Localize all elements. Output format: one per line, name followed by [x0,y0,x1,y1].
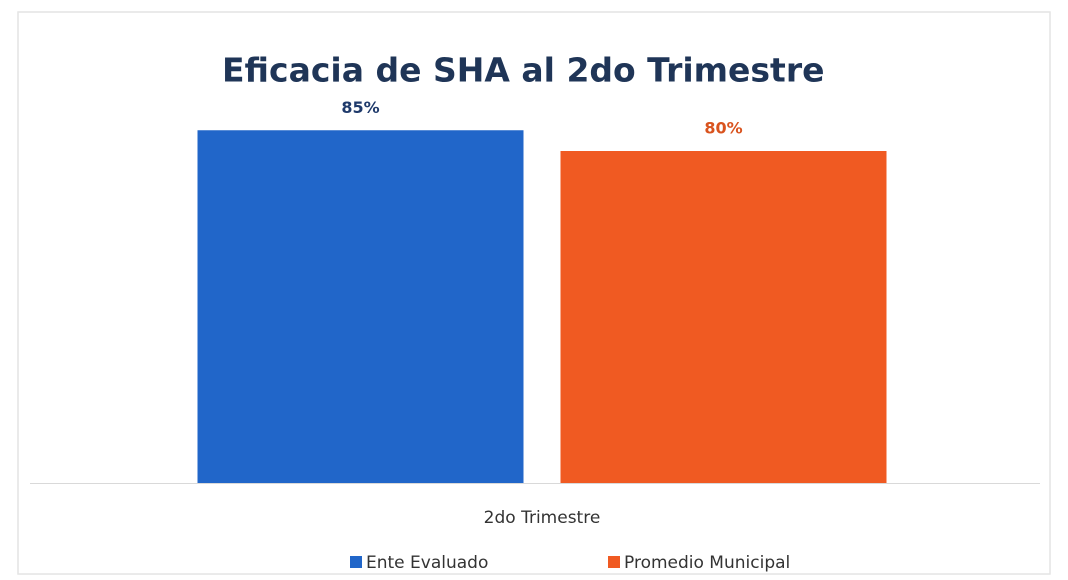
chart-title: Eficacia de SHA al 2do Trimestre [222,51,825,90]
legend-swatch [608,556,620,568]
x-tick-label: 2do Trimestre [484,508,601,528]
legend-swatch [350,556,362,568]
legend-label: Ente Evaluado [366,553,488,573]
legend-label: Promedio Municipal [624,553,790,573]
value-label: 85% [341,98,379,117]
chart-frame [17,11,1051,575]
bar [197,130,524,483]
value-label: 80% [704,119,742,138]
bar [560,151,887,483]
